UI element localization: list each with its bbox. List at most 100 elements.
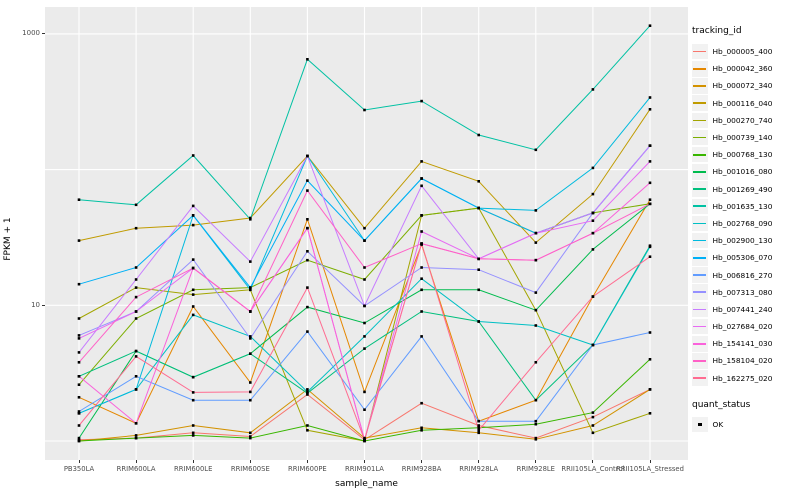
legend: tracking_id Hb_000005_400 Hb_000042_360 Hb… xyxy=(692,26,798,433)
x-tick-mark xyxy=(364,460,365,463)
y-tick-mark xyxy=(42,33,45,35)
x-tick-label: RRIM600LA xyxy=(116,465,156,473)
legend-entry: Hb_001016_080 xyxy=(692,163,798,180)
legend-key-box xyxy=(692,336,708,352)
legend-key-box xyxy=(692,112,708,129)
legend-key-line xyxy=(693,291,707,294)
legend-entry: Hb_000270_740 xyxy=(692,112,798,129)
legend-key-box xyxy=(692,129,708,146)
x-tick-mark xyxy=(135,460,137,463)
legend-label: Hb_005306_070 xyxy=(712,253,773,263)
legend-label: Hb_158104_020 xyxy=(712,356,773,366)
legend-label: Hb_000116_040 xyxy=(712,98,773,108)
x-tick-mark xyxy=(306,460,308,463)
legend-key-box xyxy=(692,250,708,266)
legend-key-box xyxy=(692,267,708,283)
legend-key-line xyxy=(693,102,707,104)
legend-entry: Hb_007313_080 xyxy=(692,284,798,301)
legend-key-box xyxy=(692,301,708,318)
legend-entries: Hb_000005_400 Hb_000042_360 Hb_000072_340 H… xyxy=(692,43,798,387)
legend-key-line xyxy=(693,360,707,362)
x-tick-label: RRIM600PE xyxy=(288,465,327,473)
legend-label: Hb_000270_740 xyxy=(712,115,773,125)
x-tick-label: RRII105LA_Control xyxy=(561,465,625,473)
legend-title-tracking-id: tracking_id xyxy=(692,26,742,36)
legend-key-line xyxy=(693,342,707,345)
legend-label: Hb_000072_340 xyxy=(712,81,773,91)
legend-key-box xyxy=(692,215,708,232)
legend-key-line xyxy=(693,257,707,259)
x-tick-mark xyxy=(421,460,423,463)
legend-label: Hb_027684_020 xyxy=(712,322,773,332)
legend-key-line xyxy=(693,67,707,70)
legend-label: Hb_001016_080 xyxy=(712,167,773,177)
legend-entry: Hb_027684_020 xyxy=(692,318,798,335)
legend-key-line xyxy=(693,136,707,139)
legend-label: OK xyxy=(712,419,724,429)
x-tick-label: RRIM901LA xyxy=(345,465,384,473)
legend-key-box xyxy=(692,198,708,215)
legend-label: Hb_002768_090 xyxy=(712,218,773,228)
legend-key-box xyxy=(692,232,708,249)
x-tick-label: RRIM600SE xyxy=(230,465,270,473)
x-tick-mark xyxy=(478,460,480,463)
legend-key-line xyxy=(693,205,707,208)
legend-title-quant-status: quant_status xyxy=(692,399,751,410)
legend-label: Hb_001635_130 xyxy=(712,201,773,211)
legend-key-line xyxy=(693,50,707,53)
legend-entry: Hb_002768_090 xyxy=(692,215,798,232)
y-tick-mark xyxy=(42,304,45,306)
legend-label: Hb_001269_490 xyxy=(712,184,773,194)
chart-canvas xyxy=(45,7,688,460)
legend-key-line xyxy=(693,239,707,242)
legend-key-line xyxy=(693,153,707,156)
x-tick-label: RRII105LA_Stressed xyxy=(616,465,684,473)
x-tick-mark xyxy=(249,460,251,463)
legend-key-line xyxy=(693,274,707,276)
legend-entry: Hb_000042_360 xyxy=(692,60,798,77)
legend-key-line xyxy=(693,308,707,311)
legend-label: Hb_154141_030 xyxy=(712,339,773,349)
legend-key-line xyxy=(693,325,707,328)
legend-entry: Hb_005306_070 xyxy=(692,249,798,266)
legend-entry-ok: OK xyxy=(692,416,798,433)
legend-key-box xyxy=(692,78,708,94)
legend-label: Hb_000005_400 xyxy=(712,47,773,57)
legend-key-box xyxy=(692,95,708,111)
legend-key-line xyxy=(693,119,707,122)
x-tick-mark xyxy=(78,460,80,463)
legend-entry: Hb_162275_020 xyxy=(692,370,798,387)
legend-key-line xyxy=(693,188,707,190)
legend-key-box xyxy=(692,43,708,60)
legend-entry: Hb_006816_270 xyxy=(692,266,798,283)
ok-point-icon xyxy=(697,422,702,427)
x-tick-mark xyxy=(535,460,537,463)
legend-entry: Hb_000739_140 xyxy=(692,129,798,146)
legend-label: Hb_000768_130 xyxy=(712,150,773,160)
legend-key-line xyxy=(693,222,707,225)
legend-key-box xyxy=(692,370,708,386)
legend-key-box xyxy=(692,164,708,180)
legend-key-line xyxy=(693,171,707,173)
y-axis-title: FPKM + 1 xyxy=(3,217,13,261)
legend-key-box xyxy=(692,318,708,335)
legend-label: Hb_000042_360 xyxy=(712,64,773,74)
legend-key-box xyxy=(692,181,708,197)
x-tick-mark xyxy=(649,460,651,463)
legend-key-box xyxy=(692,146,708,163)
legend-entry: Hb_001269_490 xyxy=(692,181,798,198)
x-tick-label: RRIM600LE xyxy=(174,465,213,473)
legend-label: Hb_000739_140 xyxy=(712,133,773,143)
legend-entry: Hb_000005_400 xyxy=(692,43,798,60)
legend-label: Hb_007313_080 xyxy=(712,287,773,297)
x-axis-title: sample_name xyxy=(335,479,398,489)
x-tick-mark xyxy=(192,460,194,463)
legend-key-box xyxy=(692,284,708,300)
y-tick-label: 1000 xyxy=(22,29,40,38)
legend-label: Hb_006816_270 xyxy=(712,270,773,280)
legend-key-box xyxy=(692,416,708,433)
legend-key-line xyxy=(693,377,707,379)
legend-label: Hb_002900_130 xyxy=(712,236,773,246)
legend-key-box xyxy=(692,61,708,77)
